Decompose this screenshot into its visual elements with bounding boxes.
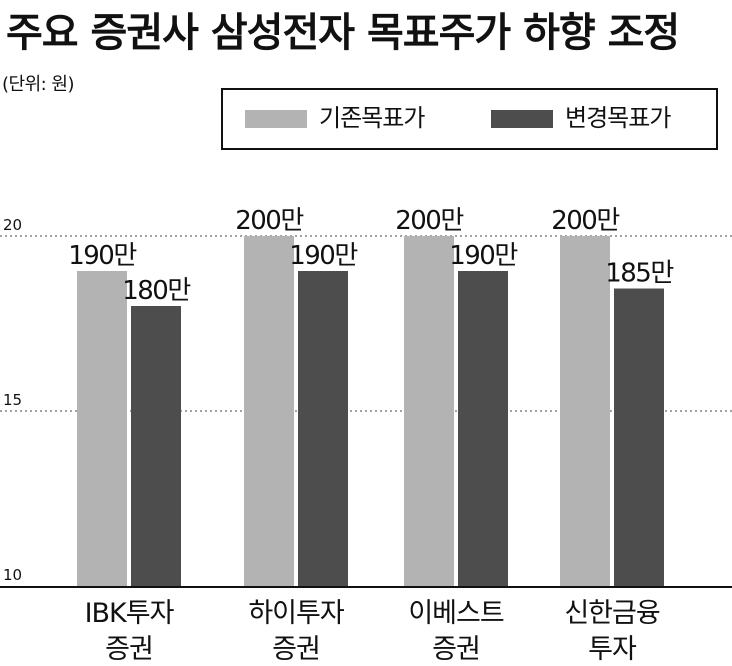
category-label: 하이투자 xyxy=(248,598,345,629)
data-label: 200만 xyxy=(235,206,303,236)
category-label: 이베스트 xyxy=(408,598,504,629)
data-label: 200만 xyxy=(551,206,619,236)
chart-title: 주요 증권사 삼성전자 목표주가 하향 조정 xyxy=(6,10,680,56)
legend-label-prev: 기존목표가 xyxy=(319,104,425,132)
category-label: 투자 xyxy=(588,634,637,665)
data-label: 190만 xyxy=(289,241,357,271)
category-label: 증권 xyxy=(432,634,480,665)
unit-label: (단위: 원) xyxy=(2,74,75,95)
category-label: 신한금융 xyxy=(564,598,660,629)
data-label: 180만 xyxy=(122,276,190,306)
y-tick-label: 15 xyxy=(3,391,22,409)
bar-new xyxy=(458,271,508,586)
bar-prev xyxy=(77,271,127,586)
category-label: IBK투자 xyxy=(85,598,175,629)
legend-swatch-new xyxy=(491,110,553,128)
y-tick-label: 10 xyxy=(3,566,22,584)
bar-new xyxy=(298,271,348,586)
bar-prev xyxy=(560,236,610,586)
bar-prev xyxy=(244,236,294,586)
bar-prev xyxy=(404,236,454,586)
data-label: 190만 xyxy=(449,241,517,271)
data-label: 200만 xyxy=(395,206,463,236)
data-label: 185만 xyxy=(605,259,673,289)
category-label: 증권 xyxy=(272,634,320,665)
legend-swatch-prev xyxy=(245,110,307,128)
bar-new xyxy=(614,288,664,586)
data-label: 190만 xyxy=(68,241,136,271)
category-label: 증권 xyxy=(105,634,153,665)
bar-new xyxy=(131,306,181,586)
y-tick-label: 20 xyxy=(3,216,22,234)
legend-label-new: 변경목표가 xyxy=(565,104,671,132)
legend: 기존목표가 변경목표가 xyxy=(221,88,718,150)
